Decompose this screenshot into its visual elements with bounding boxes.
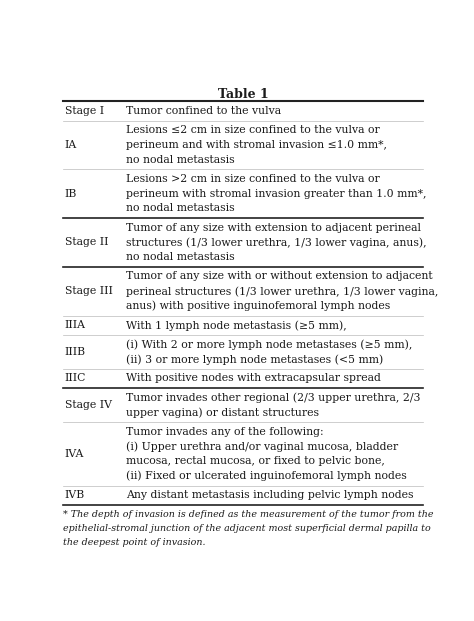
Text: no nodal metastasis: no nodal metastasis [126, 252, 235, 262]
Text: (i) With 2 or more lymph node metastases (≥5 mm),: (i) With 2 or more lymph node metastases… [126, 339, 412, 350]
Text: Tumor invades any of the following:: Tumor invades any of the following: [126, 427, 324, 437]
Text: Any distant metastasis including pelvic lymph nodes: Any distant metastasis including pelvic … [126, 490, 413, 501]
Text: IB: IB [65, 189, 77, 199]
Text: Stage I: Stage I [65, 106, 104, 116]
Text: the deepest point of invasion.: the deepest point of invasion. [63, 538, 205, 547]
Text: Stage II: Stage II [65, 237, 108, 247]
Text: Tumor invades other regional (2/3 upper urethra, 2/3: Tumor invades other regional (2/3 upper … [126, 392, 420, 403]
Text: * The depth of invasion is defined as the measurement of the tumor from the: * The depth of invasion is defined as th… [63, 510, 433, 519]
Text: Stage IV: Stage IV [65, 400, 112, 410]
Text: perineum with stromal invasion greater than 1.0 mm*,: perineum with stromal invasion greater t… [126, 189, 427, 199]
Text: IVB: IVB [65, 490, 85, 501]
Text: (ii) 3 or more lymph node metastases (<5 mm): (ii) 3 or more lymph node metastases (<5… [126, 354, 383, 365]
Text: (ii) Fixed or ulcerated inguinofemoral lymph nodes: (ii) Fixed or ulcerated inguinofemoral l… [126, 471, 407, 481]
Text: structures (1/3 lower urethra, 1/3 lower vagina, anus),: structures (1/3 lower urethra, 1/3 lower… [126, 237, 427, 248]
Text: Tumor confined to the vulva: Tumor confined to the vulva [126, 106, 281, 116]
Text: IIIB: IIIB [65, 347, 86, 357]
Text: Lesions >2 cm in size confined to the vulva or: Lesions >2 cm in size confined to the vu… [126, 174, 380, 184]
Text: no nodal metastasis: no nodal metastasis [126, 204, 235, 214]
Text: Tumor of any size with extension to adjacent perineal: Tumor of any size with extension to adja… [126, 223, 421, 233]
Text: Stage III: Stage III [65, 286, 113, 296]
Text: perineum and with stromal invasion ≤1.0 mm*,: perineum and with stromal invasion ≤1.0 … [126, 140, 387, 150]
Text: Table 1: Table 1 [218, 88, 268, 101]
Text: perineal structures (1/3 lower urethra, 1/3 lower vagina,: perineal structures (1/3 lower urethra, … [126, 286, 438, 296]
Text: IVA: IVA [65, 449, 84, 459]
Text: IIIC: IIIC [65, 373, 86, 384]
Text: With 1 lymph node metastasis (≥5 mm),: With 1 lymph node metastasis (≥5 mm), [126, 320, 346, 330]
Text: Lesions ≤2 cm in size confined to the vulva or: Lesions ≤2 cm in size confined to the vu… [126, 125, 380, 135]
Text: no nodal metastasis: no nodal metastasis [126, 155, 235, 165]
Text: Tumor of any size with or without extension to adjacent: Tumor of any size with or without extens… [126, 271, 433, 281]
Text: upper vagina) or distant structures: upper vagina) or distant structures [126, 407, 319, 418]
Text: anus) with positive inguinofemoral lymph nodes: anus) with positive inguinofemoral lymph… [126, 301, 390, 311]
Text: IIIA: IIIA [65, 320, 86, 330]
Text: IA: IA [65, 140, 77, 150]
Text: mucosa, rectal mucosa, or fixed to pelvic bone,: mucosa, rectal mucosa, or fixed to pelvi… [126, 456, 385, 466]
Text: With positive nodes with extracapsular spread: With positive nodes with extracapsular s… [126, 373, 381, 384]
Text: (i) Upper urethra and/or vaginal mucosa, bladder: (i) Upper urethra and/or vaginal mucosa,… [126, 441, 398, 451]
Text: epithelial-stromal junction of the adjacent most superficial dermal papilla to: epithelial-stromal junction of the adjac… [63, 524, 431, 533]
